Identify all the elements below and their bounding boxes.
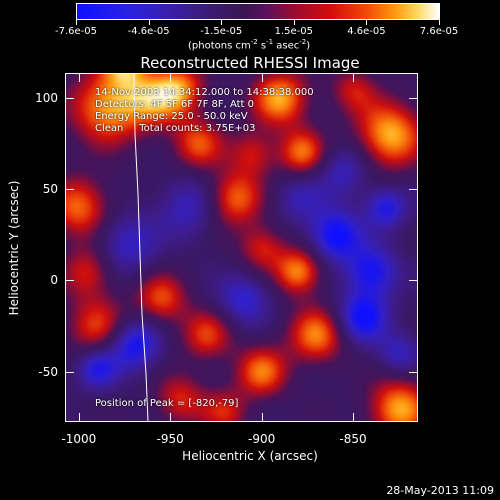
- colorbar-tick: [76, 20, 77, 25]
- info-detectors: Detectors: 4F 5F 6F 7F 8F, Att 0: [95, 99, 255, 110]
- info-method: Clean Total counts: 3.75E+03: [95, 123, 256, 134]
- x-tick: [78, 74, 80, 82]
- x-tick: [353, 74, 355, 82]
- timestamp: 28-May-2013 11:09: [386, 484, 494, 497]
- x-tick-label: -1000: [61, 432, 97, 446]
- colorbar-units: (photons cm-2 s-1 asec-2): [188, 38, 311, 52]
- y-axis-label: Heliocentric Y (arcsec): [7, 180, 21, 316]
- x-tick: [170, 413, 172, 421]
- x-tick-label: -900: [247, 432, 276, 446]
- colorbar-tick-label: 7.6e-05: [419, 26, 459, 37]
- colorbar-tick-label: -1.5e-05: [200, 26, 243, 37]
- x-tick: [353, 413, 355, 421]
- info-energy: Energy Range: 25.0 - 50.0 keV: [95, 111, 248, 122]
- y-tick: [66, 189, 74, 191]
- colorbar-tick-label: -4.6e-05: [127, 26, 170, 37]
- y-tick: [409, 97, 417, 99]
- y-tick: [409, 189, 417, 191]
- colorbar-tick-label: -7.6e-05: [55, 26, 97, 37]
- plot-area: 14-Nov-2003 14:34:12.000 to 14:38:38.000…: [65, 73, 418, 422]
- colorbar-tick-label: 1.5e-05: [274, 26, 313, 37]
- x-tick: [170, 74, 172, 82]
- y-tick-label: -50: [38, 364, 58, 379]
- colorbar-tick-label: 4.6e-05: [347, 26, 386, 37]
- colorbar-tick: [148, 20, 150, 25]
- heatmap-image: [66, 74, 417, 421]
- y-tick: [66, 371, 74, 373]
- x-axis-label: Heliocentric X (arcsec): [182, 449, 318, 463]
- limb-overlay: [133, 74, 149, 421]
- colorbar-tick: [439, 20, 440, 25]
- info-time: 14-Nov-2003 14:34:12.000 to 14:38:38.000: [95, 87, 314, 98]
- colorbar-tick: [221, 20, 223, 25]
- y-tick-label: 0: [50, 273, 58, 288]
- x-tick-label: -950: [156, 432, 184, 446]
- y-tick-label: 100: [35, 90, 58, 105]
- y-tick: [66, 97, 74, 99]
- y-tick: [409, 280, 417, 282]
- y-tick-label: 50: [42, 182, 58, 197]
- x-tick: [261, 413, 263, 421]
- plot-title: Reconstructed RHESSI Image: [140, 54, 360, 72]
- colorbar: [76, 3, 440, 20]
- y-tick: [409, 371, 417, 373]
- x-tick: [261, 74, 263, 82]
- solar-limb-line: [133, 74, 149, 421]
- colorbar-tick: [293, 20, 295, 25]
- x-tick: [78, 413, 80, 421]
- colorbar-tick: [366, 20, 368, 25]
- y-tick: [66, 280, 74, 282]
- peak-position: Position of Peak = [-820,-79]: [95, 398, 239, 409]
- x-tick-label: -850: [339, 432, 367, 446]
